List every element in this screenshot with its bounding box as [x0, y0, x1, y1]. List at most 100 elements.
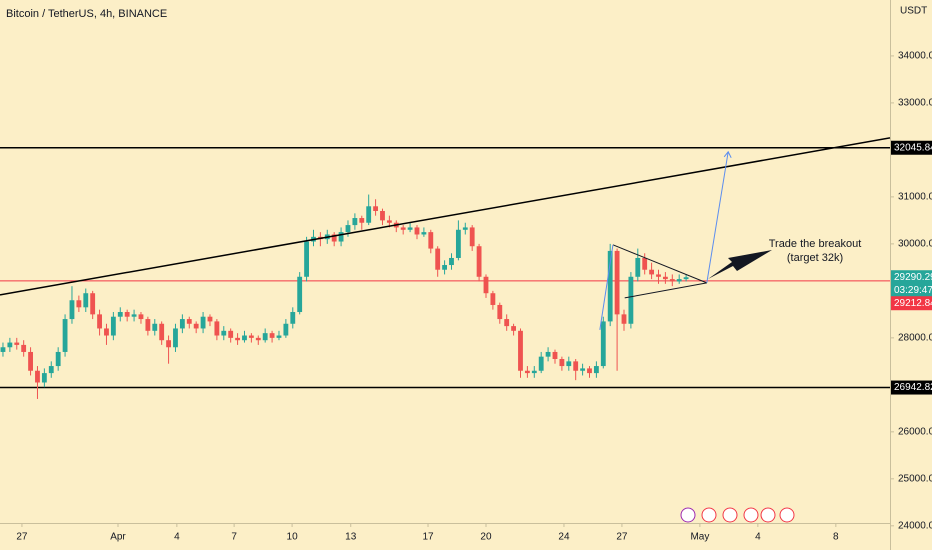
candle-body	[580, 368, 586, 371]
candle-body	[104, 328, 109, 336]
y-tick-label: 33000.00	[898, 98, 932, 109]
candle-body	[173, 328, 178, 348]
event-icon	[701, 507, 717, 523]
candle-body	[373, 206, 378, 211]
candle-body	[593, 366, 599, 374]
candle-body	[90, 293, 96, 315]
level-label-bg	[891, 380, 932, 395]
candle-body	[221, 330, 227, 336]
candle-body	[386, 220, 392, 223]
triangle-line	[612, 244, 707, 284]
x-tick-label: 4	[174, 532, 180, 543]
candle-body	[345, 225, 351, 233]
level-label: 32045.84	[894, 142, 932, 153]
y-tick-label: 25000.00	[898, 473, 932, 484]
event-icons	[680, 507, 795, 523]
x-tick-label: 20	[480, 532, 492, 543]
candle-body	[435, 248, 441, 270]
projection-arrowhead	[723, 150, 732, 159]
candle-body	[552, 351, 558, 360]
candle-body	[304, 241, 309, 277]
candle-body	[228, 330, 234, 338]
candle-body	[587, 368, 592, 374]
candle-body	[35, 370, 40, 383]
candle-body	[69, 300, 75, 320]
x-tick-label: 10	[287, 532, 299, 543]
x-tick-label: 8	[833, 532, 839, 543]
x-tick-label: May	[690, 532, 709, 543]
candle-body	[21, 344, 27, 352]
x-tick-label: 27	[16, 532, 28, 543]
callout-arrow	[708, 250, 772, 279]
annotation: (target 32k)	[787, 252, 843, 264]
candle-body	[200, 316, 206, 329]
candle-body	[628, 276, 634, 324]
event-icon	[760, 507, 776, 523]
candle-body	[14, 342, 20, 345]
candle-body	[614, 250, 620, 315]
candle-body	[262, 333, 268, 341]
candle-body	[131, 314, 137, 317]
candle-body	[407, 227, 413, 230]
annotation: Trade the breakout	[769, 238, 862, 250]
x-tick-label: 17	[422, 532, 434, 543]
candle-body	[145, 319, 151, 331]
candle-body	[669, 279, 675, 282]
level-label: 29212.84	[894, 298, 932, 309]
candle-body	[531, 370, 537, 374]
x-tick-label: Apr	[110, 532, 126, 543]
candle-body	[414, 227, 420, 235]
candle-body	[366, 206, 372, 223]
candle-body	[511, 326, 517, 331]
candle-body	[573, 361, 579, 371]
candle-body	[276, 335, 282, 338]
candle-body	[41, 373, 47, 383]
candle-body	[642, 257, 648, 270]
candle-body	[538, 356, 544, 371]
candle-body	[359, 218, 365, 223]
candle-body	[380, 210, 385, 221]
projection-line	[706, 151, 729, 283]
event-icon	[743, 507, 759, 523]
y-tick-label: 34000.00	[898, 51, 932, 62]
y-tick-label: 31000.00	[898, 192, 932, 203]
level-label-bg	[891, 296, 932, 311]
candle-body	[607, 250, 613, 322]
candle-body	[7, 342, 13, 348]
candle-body	[76, 300, 82, 308]
candle-body	[290, 312, 296, 324]
last-price-label: 29290.29	[894, 272, 932, 283]
candle-body	[490, 293, 496, 305]
candle-body	[62, 319, 68, 352]
x-tick-label: 4	[755, 532, 761, 543]
candle-body	[283, 323, 289, 336]
candle-body	[179, 319, 185, 329]
candle-body	[421, 232, 427, 235]
x-tick-label: 27	[616, 532, 628, 543]
candle-body	[186, 319, 192, 324]
x-tick-label: 13	[345, 532, 357, 543]
candle-body	[124, 312, 130, 317]
candle-body	[214, 321, 220, 336]
candle-body	[48, 366, 54, 374]
candle-body	[524, 370, 530, 374]
y-tick-label: 28000.00	[898, 332, 932, 343]
candle-body	[428, 232, 434, 249]
candle-body	[83, 293, 89, 308]
level-label: 26942.82	[894, 382, 932, 393]
candle-body	[455, 229, 461, 258]
candle-body	[469, 227, 475, 247]
candle-body	[138, 314, 144, 320]
trendline	[0, 137, 891, 296]
candle-body	[255, 337, 261, 341]
candle-body	[442, 265, 448, 270]
candle-body	[248, 335, 254, 338]
candle-body	[242, 335, 247, 341]
candle-body	[518, 330, 523, 371]
event-icon	[779, 507, 795, 523]
candle-body	[649, 269, 655, 275]
candle-body	[166, 340, 171, 348]
